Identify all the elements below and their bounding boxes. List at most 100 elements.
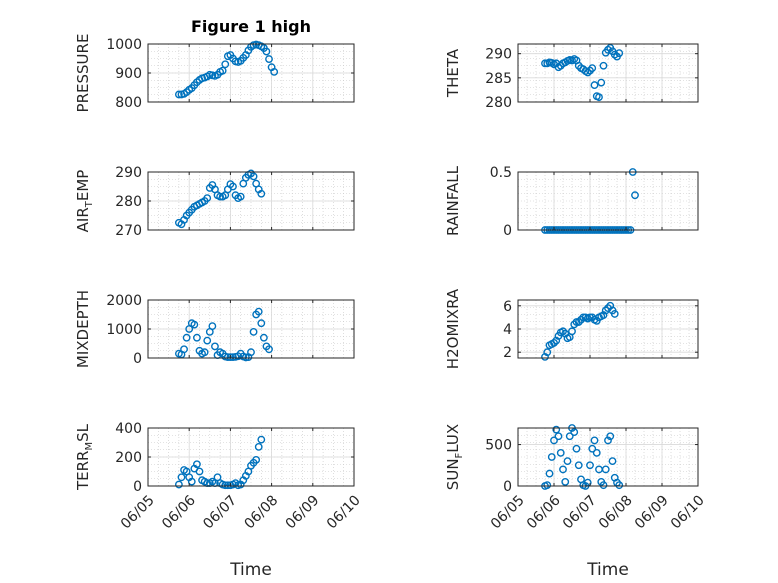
y-tick-label: 2000 xyxy=(106,293,142,309)
y-tick-label: 2 xyxy=(503,345,512,361)
data-point xyxy=(586,461,594,470)
x-tick-label: 06/10 xyxy=(668,492,708,532)
data-point xyxy=(543,481,552,490)
series-markers xyxy=(541,301,619,361)
y-tick-label: 1000 xyxy=(106,322,142,338)
x-tick-label: 06/06 xyxy=(159,492,199,532)
series-markers xyxy=(174,169,266,229)
data-point xyxy=(610,50,619,59)
axes-box xyxy=(517,43,699,103)
data-point xyxy=(592,448,601,457)
x-tick-label: 06/05 xyxy=(488,492,528,532)
subplot-pressure: 800 900 1000 PRESSURE Figure 1 high xyxy=(74,17,355,113)
data-point xyxy=(543,348,552,357)
data-point xyxy=(583,68,592,77)
y-axis-label: TERRMSL xyxy=(74,423,95,491)
x-axis-label: Time xyxy=(586,560,629,580)
y-tick-label: 500 xyxy=(485,438,512,454)
figure-title: Figure 1 high xyxy=(191,17,311,36)
data-point xyxy=(597,78,606,87)
data-point xyxy=(177,473,186,482)
y-tick-label: 0 xyxy=(133,479,142,495)
y-tick-label: 400 xyxy=(115,421,142,437)
data-point xyxy=(249,327,258,336)
data-point xyxy=(229,182,237,191)
x-tick-label: 06/10 xyxy=(324,492,364,532)
data-point xyxy=(216,192,225,201)
y-tick-label: 200 xyxy=(115,450,142,466)
data-point xyxy=(254,442,263,451)
data-point xyxy=(559,465,567,474)
y-tick-label: 1000 xyxy=(106,37,142,53)
data-point xyxy=(615,481,624,490)
grid-lines xyxy=(518,300,698,358)
y-tick-label: 0 xyxy=(133,351,142,367)
data-point xyxy=(563,457,572,466)
data-point xyxy=(610,310,619,318)
subplot-terrmsl: 0 200 400 06/05 06/06 06/07 06/08 06/09 06/10 Tim… xyxy=(74,421,364,580)
data-point xyxy=(174,90,183,99)
data-point xyxy=(221,481,230,490)
y-tick-label: 285 xyxy=(485,71,512,87)
data-point xyxy=(211,342,219,351)
data-point xyxy=(590,81,599,89)
y-tick-label: 280 xyxy=(485,95,512,111)
x-tick-label: 06/08 xyxy=(596,492,636,532)
x-axis-label: Time xyxy=(229,560,272,580)
data-point xyxy=(257,189,266,198)
data-point xyxy=(545,469,554,478)
subplot-theta: 280 285 290 THETA xyxy=(444,43,699,111)
data-point xyxy=(601,465,610,474)
x-tick-label: 06/09 xyxy=(283,492,323,532)
y-axis-label: RAINFALL xyxy=(444,165,462,236)
data-point xyxy=(187,477,196,486)
data-point xyxy=(203,194,212,203)
data-point xyxy=(559,327,567,336)
y-tick-label: 290 xyxy=(485,47,512,63)
data-point xyxy=(193,333,201,342)
data-point xyxy=(554,432,563,441)
y-axis-label: THETA xyxy=(444,48,462,98)
data-point xyxy=(570,428,579,437)
x-tick-label: 06/08 xyxy=(242,492,282,532)
y-tick-label: 270 xyxy=(115,223,142,239)
axes-box xyxy=(517,171,699,231)
data-point xyxy=(604,45,612,54)
data-point xyxy=(599,481,608,490)
data-point xyxy=(236,192,245,201)
data-point xyxy=(574,318,583,326)
data-point xyxy=(270,67,279,76)
data-point xyxy=(588,444,597,453)
y-tick-label: 6 xyxy=(503,299,512,315)
data-point xyxy=(218,66,227,75)
data-point xyxy=(262,47,271,56)
data-point xyxy=(568,327,576,336)
y-axis-label: MIXDEPTH xyxy=(74,290,92,368)
data-point xyxy=(604,436,612,445)
y-tick-label: 0.5 xyxy=(490,165,512,181)
data-point xyxy=(588,64,597,73)
series-markers xyxy=(174,40,279,99)
data-point xyxy=(252,455,261,464)
data-point xyxy=(574,461,583,470)
data-point xyxy=(257,435,266,444)
subplot-airtemp: 270 280 290 AIRTEMP xyxy=(74,165,355,239)
series-markers xyxy=(541,43,624,102)
subplot-h2omixra: 2 4 6 H2OMIXRA xyxy=(444,288,699,369)
subplot-rainfall: 0 0.5 RAINFALL xyxy=(444,165,699,239)
x-tick-label: 06/07 xyxy=(200,492,240,532)
data-point xyxy=(254,307,263,316)
y-tick-label: 0 xyxy=(503,223,512,239)
data-point xyxy=(547,453,556,461)
data-point xyxy=(257,319,266,328)
data-point xyxy=(200,348,209,357)
grid-lines xyxy=(518,172,698,230)
data-point xyxy=(615,49,624,58)
data-point xyxy=(561,477,570,486)
x-tick-label: 06/05 xyxy=(118,492,158,532)
y-axis-label: PRESSURE xyxy=(74,34,92,113)
y-tick-label: 4 xyxy=(503,322,512,338)
data-point xyxy=(190,320,199,329)
